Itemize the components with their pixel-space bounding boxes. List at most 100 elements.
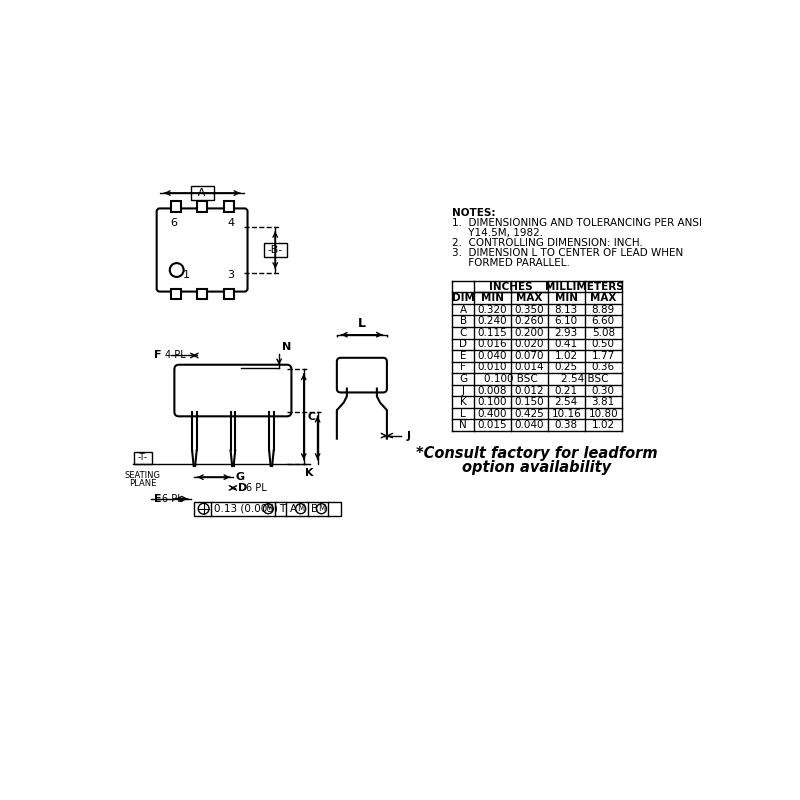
Text: 0.350: 0.350	[514, 305, 544, 314]
Bar	[170, 201, 181, 211]
Text: J: J	[407, 430, 411, 441]
Text: 0.010: 0.010	[478, 362, 507, 373]
Text: F: F	[154, 350, 161, 361]
Text: N: N	[282, 342, 291, 353]
Bar	[224, 201, 234, 211]
FancyBboxPatch shape	[174, 365, 291, 416]
Text: G: G	[459, 374, 467, 384]
Text: 4 PL: 4 PL	[165, 350, 186, 361]
Text: K: K	[306, 468, 314, 478]
Text: 10.16: 10.16	[551, 409, 581, 418]
Text: 0.25: 0.25	[554, 362, 578, 373]
Text: 2.93: 2.93	[554, 328, 578, 338]
Circle shape	[263, 504, 274, 514]
Text: 0.21: 0.21	[554, 386, 578, 395]
Text: 0.115: 0.115	[478, 328, 507, 338]
Text: -T-: -T-	[138, 454, 148, 462]
Text: G: G	[236, 472, 245, 482]
Text: 0.150: 0.150	[514, 397, 544, 407]
Text: MIN: MIN	[555, 293, 578, 303]
Text: 5.08: 5.08	[592, 328, 615, 338]
Text: M: M	[318, 504, 325, 514]
FancyBboxPatch shape	[157, 209, 247, 291]
Text: 0.014: 0.014	[514, 362, 544, 373]
Text: 0.012: 0.012	[514, 386, 544, 395]
Text: A: A	[459, 305, 466, 314]
Bar	[194, 502, 341, 516]
Text: A: A	[290, 504, 297, 514]
Text: C: C	[307, 412, 316, 422]
Text: 2.54 BSC: 2.54 BSC	[561, 374, 609, 384]
Text: L: L	[358, 317, 366, 330]
Text: 1.  DIMENSIONING AND TOLERANCING PER ANSI: 1. DIMENSIONING AND TOLERANCING PER ANSI	[452, 218, 702, 228]
Text: 3.81: 3.81	[592, 397, 615, 407]
Text: 4: 4	[227, 218, 234, 228]
Text: 6 PL: 6 PL	[246, 483, 266, 493]
Text: 0.400: 0.400	[478, 409, 507, 418]
Text: 1.02: 1.02	[554, 351, 578, 361]
Text: 0.016: 0.016	[478, 339, 507, 350]
Text: 10.80: 10.80	[589, 409, 618, 418]
Bar	[170, 289, 181, 299]
Text: MIN: MIN	[481, 293, 504, 303]
Text: 2.54: 2.54	[554, 397, 578, 407]
Text: M: M	[297, 504, 304, 514]
Text: 6: 6	[170, 218, 177, 228]
Text: MAX: MAX	[590, 293, 617, 303]
Text: 0.240: 0.240	[478, 316, 507, 326]
Circle shape	[317, 504, 326, 514]
Text: -B-: -B-	[268, 245, 283, 255]
Text: option availability: option availability	[462, 460, 612, 475]
Text: DIM: DIM	[452, 293, 474, 303]
Text: D: D	[459, 339, 467, 350]
Text: 1: 1	[183, 270, 190, 280]
FancyBboxPatch shape	[190, 186, 214, 200]
FancyBboxPatch shape	[134, 452, 152, 464]
FancyBboxPatch shape	[337, 358, 387, 393]
Text: 8.89: 8.89	[592, 305, 615, 314]
Text: 1.02: 1.02	[592, 420, 615, 430]
Text: B: B	[311, 504, 318, 514]
Text: E: E	[154, 494, 162, 504]
Text: 6.10: 6.10	[554, 316, 578, 326]
Circle shape	[296, 504, 306, 514]
Circle shape	[170, 263, 184, 277]
Text: INCHES: INCHES	[489, 282, 533, 291]
Text: 8.13: 8.13	[554, 305, 578, 314]
Text: 6.60: 6.60	[592, 316, 615, 326]
Text: 0.13 (0.005): 0.13 (0.005)	[214, 504, 278, 514]
Text: D: D	[238, 483, 247, 493]
Text: 0.100 BSC: 0.100 BSC	[484, 374, 538, 384]
Text: L: L	[460, 409, 466, 418]
Text: SEATING: SEATING	[125, 471, 161, 480]
Text: 0.320: 0.320	[478, 305, 507, 314]
Bar	[224, 289, 234, 299]
Text: 0.100: 0.100	[478, 397, 507, 407]
Text: MAX: MAX	[516, 293, 542, 303]
Text: E: E	[460, 351, 466, 361]
Text: 0.260: 0.260	[514, 316, 544, 326]
Text: *Consult factory for leadform: *Consult factory for leadform	[416, 446, 658, 462]
Text: 0.38: 0.38	[554, 420, 578, 430]
Text: 0.040: 0.040	[514, 420, 544, 430]
Text: PLANE: PLANE	[129, 478, 157, 488]
Text: F: F	[460, 362, 466, 373]
Text: -A-: -A-	[194, 188, 210, 198]
Text: 2.  CONTROLLING DIMENSION: INCH.: 2. CONTROLLING DIMENSION: INCH.	[452, 238, 643, 248]
Text: 0.015: 0.015	[478, 420, 507, 430]
Text: C: C	[459, 328, 467, 338]
Text: MILLIMETERS: MILLIMETERS	[546, 282, 624, 291]
Text: 6 PL: 6 PL	[162, 494, 183, 504]
FancyBboxPatch shape	[264, 243, 287, 257]
Text: B: B	[459, 316, 466, 326]
Text: 0.41: 0.41	[554, 339, 578, 350]
Text: 0.040: 0.040	[478, 351, 507, 361]
Text: 0.008: 0.008	[478, 386, 507, 395]
Bar	[198, 201, 207, 211]
Text: T: T	[279, 504, 286, 514]
Text: 3: 3	[227, 270, 234, 280]
Text: 0.30: 0.30	[592, 386, 614, 395]
Text: 3.  DIMENSION L TO CENTER OF LEAD WHEN: 3. DIMENSION L TO CENTER OF LEAD WHEN	[452, 248, 683, 258]
Text: 1.77: 1.77	[592, 351, 615, 361]
Text: K: K	[460, 397, 466, 407]
